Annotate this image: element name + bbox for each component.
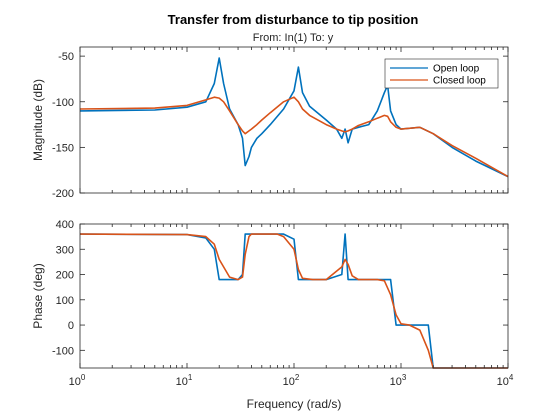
magnitude-series-open-loop (79, 57, 509, 178)
y-tick-label: 100 (56, 295, 74, 307)
phase-ticks: 400 300 200 100 0 -100 100 101 102 103 104 (52, 219, 514, 388)
magnitude-ticks: -50 -100 -150 -200 (52, 47, 509, 200)
phase-ylabel: Phase (deg) (31, 263, 45, 328)
y-tick-label: 400 (56, 219, 74, 231)
y-tick-label: -200 (52, 188, 74, 200)
y-tick-label: -100 (52, 97, 74, 109)
y-tick-label: -100 (52, 345, 74, 357)
legend-label-open-loop: Open loop (433, 64, 480, 75)
y-tick-label: 300 (56, 244, 74, 256)
y-tick-label: 200 (56, 270, 74, 282)
figure-subtitle: From: In(1) To: y (253, 32, 334, 44)
x-tick-label: 103 (390, 373, 407, 388)
legend: Open loop Closed loop (384, 58, 499, 89)
x-tick-label: 101 (176, 373, 193, 388)
magnitude-lines (79, 57, 509, 178)
figure-title: Transfer from disturbance to tip positio… (168, 12, 419, 27)
magnitude-panel: -50 -100 -150 -200 Magnitude (dB) Open loop… (31, 46, 509, 200)
x-tick-label: 100 (69, 373, 86, 388)
magnitude-series-closed-loop (79, 96, 509, 178)
phase-series-closed-loop (79, 233, 508, 369)
phase-axes-background (80, 224, 508, 368)
y-tick-label: -50 (58, 51, 74, 63)
x-tick-label: 104 (497, 373, 514, 388)
y-tick-label: 0 (68, 320, 74, 332)
phase-panel: 400 300 200 100 0 -100 100 101 102 103 104 Phase (… (31, 219, 514, 411)
magnitude-ylabel: Magnitude (dB) (31, 79, 45, 161)
frequency-xlabel: Frequency (rad/s) (247, 397, 342, 411)
legend-label-closed-loop: Closed loop (433, 76, 486, 87)
x-tick-label: 102 (283, 373, 300, 388)
y-tick-label: -150 (52, 142, 74, 154)
phase-lines (79, 233, 508, 369)
legend-box (384, 58, 499, 89)
